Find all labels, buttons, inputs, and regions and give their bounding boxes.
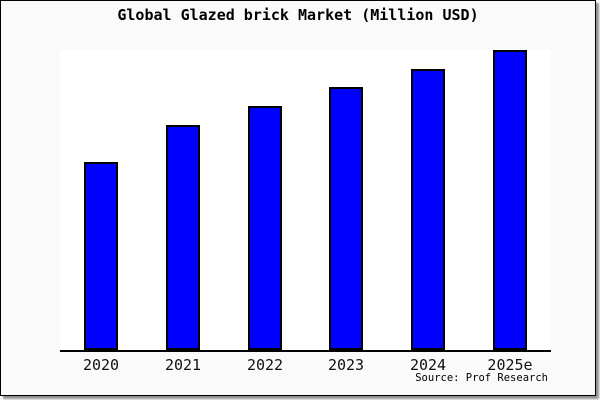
x-tick-label-2025e: 2025e [487,356,533,374]
x-axis-labels: 2020 2021 2022 2023 2024 2025e [1,356,595,374]
x-tick-label-2020: 2020 [82,356,120,374]
bar-2023 [329,87,363,350]
bar-2024 [411,69,445,350]
x-tick-label-2021: 2021 [164,356,202,374]
chart-title: Global Glazed brick Market (Million USD) [117,6,479,24]
bar-2020 [84,162,118,350]
x-tick-label-2024: 2024 [409,356,447,374]
x-axis-line [60,350,551,352]
source-credit: Source: Prof Research [415,372,548,384]
plot-area [60,50,551,350]
x-tick-label-2022: 2022 [246,356,284,374]
x-tick-label-2023: 2023 [327,356,365,374]
bar-2022 [248,106,282,350]
bar-2021 [166,125,200,350]
bar-2025e [493,50,527,350]
